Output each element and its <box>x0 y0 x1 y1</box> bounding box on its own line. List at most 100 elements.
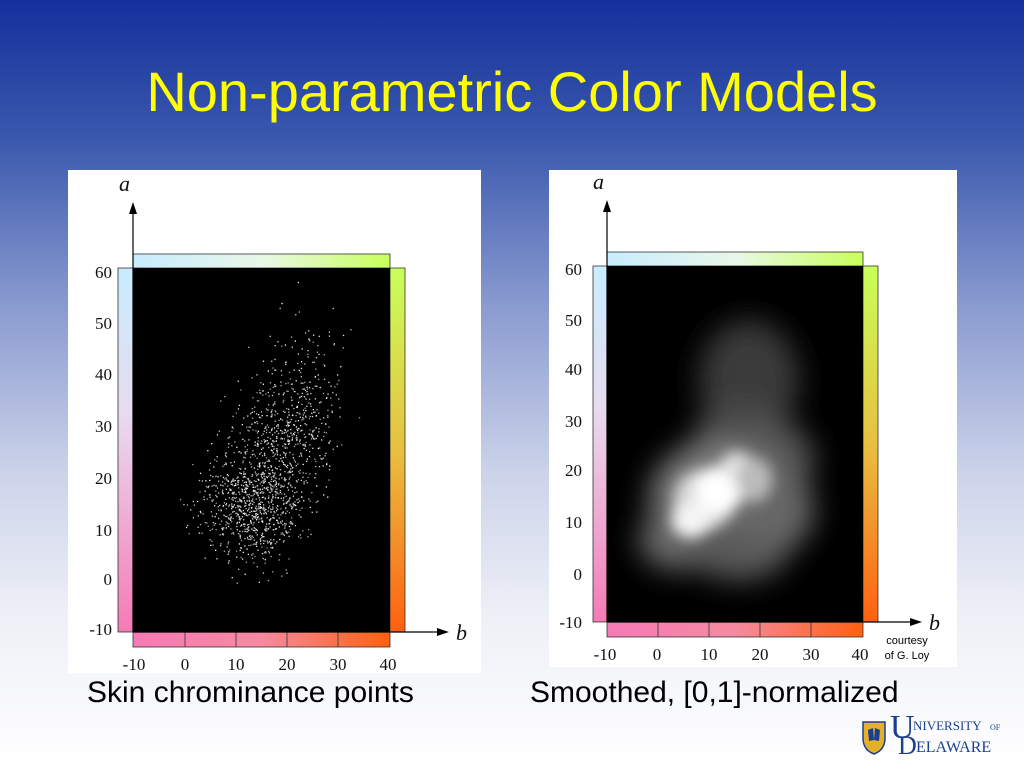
scatter-point <box>269 526 271 528</box>
scatter-point <box>253 453 255 455</box>
scatter-point <box>282 485 284 488</box>
scatter-point <box>286 434 289 436</box>
scatter-point <box>212 499 214 501</box>
x-axis-label: b <box>929 610 940 635</box>
scatter-point <box>247 508 250 510</box>
scatter-point <box>260 452 262 454</box>
scatter-point <box>269 483 271 485</box>
scatter-point <box>277 424 279 426</box>
scatter-point <box>199 472 202 474</box>
scatter-point <box>243 475 246 478</box>
scatter-point <box>243 456 245 458</box>
scatter-point <box>243 513 246 515</box>
scatter-point <box>254 510 256 512</box>
scatter-point <box>309 473 311 475</box>
scatter-point <box>243 519 245 521</box>
scatter-point <box>232 427 234 429</box>
scatter-point <box>212 476 214 478</box>
scatter-point <box>277 425 279 427</box>
scatter-point <box>247 485 249 488</box>
scatter-point <box>272 514 274 516</box>
scatter-point <box>300 425 302 427</box>
scatter-point <box>308 498 310 500</box>
scatter-point <box>219 544 222 547</box>
scatter-point <box>287 472 289 474</box>
scatter-point <box>279 473 282 475</box>
scatter-point <box>264 511 267 514</box>
scatter-point <box>231 430 233 432</box>
scatter-point <box>318 431 320 433</box>
scatter-point <box>287 464 289 467</box>
scatter-point <box>272 485 274 487</box>
scatter-point <box>238 518 241 520</box>
scatter-point <box>323 378 326 380</box>
x-tick-label: 10 <box>228 655 245 673</box>
logo-university-word: NIVERSITY <box>913 718 982 733</box>
scatter-point <box>271 413 273 415</box>
scatter-point <box>255 473 257 475</box>
scatter-point <box>257 473 260 475</box>
scatter-point <box>306 393 308 396</box>
scatter-point <box>329 465 331 467</box>
scatter-point <box>312 409 314 411</box>
scatter-point <box>309 429 311 431</box>
scatter-point <box>245 484 247 486</box>
scatter-point <box>314 385 316 387</box>
scatter-point <box>255 486 257 488</box>
scatter-point <box>295 435 298 437</box>
scatter-point <box>263 512 265 515</box>
scatter-point <box>240 389 242 391</box>
scatter-point <box>296 406 298 408</box>
scatter-point <box>262 521 264 523</box>
scatter-point <box>238 491 240 493</box>
scatter-point <box>230 489 232 491</box>
scatter-point <box>296 439 298 441</box>
scatter-point <box>283 443 286 445</box>
scatter-point <box>236 477 238 479</box>
scatter-point <box>240 506 242 508</box>
x-tick-label: 0 <box>653 645 662 664</box>
scatter-point <box>286 420 288 422</box>
scatter-point <box>271 394 274 397</box>
scatter-point <box>260 481 263 483</box>
scatter-point <box>288 435 291 438</box>
scatter-point <box>290 464 292 466</box>
scatter-point <box>285 501 287 503</box>
scatter-point <box>226 516 228 518</box>
scatter-point <box>244 488 246 491</box>
scatter-point <box>258 505 260 507</box>
scatter-point <box>272 494 274 496</box>
scatter-point <box>283 502 285 504</box>
scatter-point <box>282 462 284 464</box>
scatter-point <box>232 497 234 499</box>
scatter-point <box>268 519 271 521</box>
scatter-point <box>248 499 251 502</box>
scatter-point <box>246 487 248 490</box>
scatter-point <box>287 416 289 418</box>
scatter-point <box>235 484 237 486</box>
scatter-point <box>263 536 265 538</box>
scatter-point <box>244 505 246 507</box>
scatter-point <box>228 504 231 506</box>
scatter-point <box>273 511 275 513</box>
scatter-point <box>259 510 261 512</box>
scatter-point <box>223 550 226 552</box>
scatter-point <box>262 390 264 392</box>
scatter-point <box>340 366 342 368</box>
scatter-point <box>274 490 276 493</box>
scatter-point <box>285 452 287 455</box>
scatter-point <box>263 551 266 554</box>
scatter-point <box>238 451 241 453</box>
scatter-point <box>257 468 259 470</box>
scatter-point <box>288 442 290 445</box>
scatter-point <box>216 496 218 498</box>
scatter-point <box>245 514 248 516</box>
scatter-point <box>246 450 248 453</box>
scatter-point <box>293 433 295 435</box>
scatter-point <box>208 494 211 496</box>
scatter-point <box>303 396 306 398</box>
scatter-point <box>316 385 318 387</box>
scatter-point <box>255 493 258 495</box>
scatter-point <box>318 428 320 430</box>
scatter-point <box>276 430 278 432</box>
